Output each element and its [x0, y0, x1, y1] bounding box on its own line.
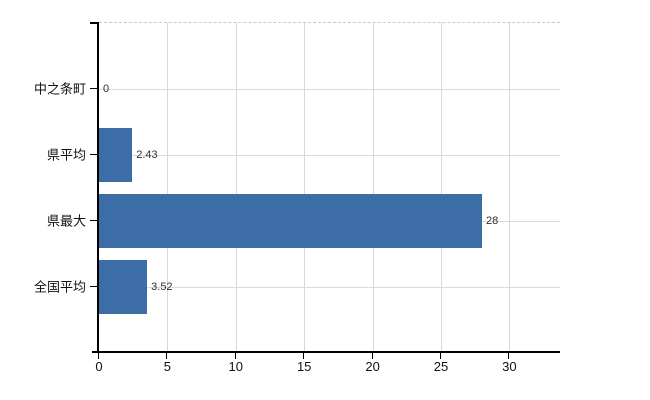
- x-axis-tick: [98, 353, 99, 359]
- x-axis-tick-label: 25: [433, 359, 449, 374]
- x-axis-tick: [439, 353, 441, 359]
- gridline-vertical-30: [509, 23, 511, 353]
- gridline-horizontal: [99, 287, 560, 288]
- bar-value-label: 28: [486, 215, 499, 227]
- x-axis-tick-label: 20: [365, 359, 380, 374]
- x-axis-tick-label: 30: [502, 359, 517, 374]
- category-label: 県平均: [46, 147, 86, 163]
- category-label: 中之条町: [33, 81, 86, 97]
- bar-value-label: 3.52: [151, 281, 173, 293]
- y-axis-tick: [90, 88, 97, 89]
- gridline-vertical-15: [304, 23, 306, 353]
- y-axis-top-cap: [90, 22, 99, 24]
- category-label: 県最大: [46, 213, 86, 229]
- x-axis-tick-label: 5: [163, 359, 172, 374]
- x-axis-tick: [166, 353, 168, 359]
- y-axis-tick: [90, 286, 97, 287]
- y-axis-tick: [90, 154, 97, 155]
- gridline-vertical-25: [440, 23, 442, 353]
- gridline-vertical-20: [372, 23, 374, 353]
- y-axis-line: [97, 22, 99, 352]
- bar: [99, 128, 133, 182]
- x-axis-tick: [371, 353, 373, 359]
- category-label: 全国平均: [33, 279, 86, 295]
- plot-area: 0 2.43 28 3.52: [99, 22, 560, 353]
- bar: [99, 194, 483, 248]
- x-axis-tick-label: 0: [95, 359, 103, 374]
- gridline-horizontal: [99, 89, 560, 90]
- gridline-vertical-5: [167, 23, 169, 353]
- bar-value-label: 0: [103, 83, 110, 95]
- y-axis-tick: [90, 220, 97, 221]
- x-axis-tick: [303, 353, 305, 359]
- gridline-vertical-10: [235, 23, 237, 353]
- x-axis-tick-label: 10: [228, 359, 244, 374]
- x-axis-tick-label: 15: [296, 359, 312, 374]
- gridline-horizontal: [99, 155, 560, 156]
- x-axis-tick: [234, 353, 236, 359]
- x-axis-tick: [508, 353, 510, 359]
- bar: [99, 260, 148, 314]
- x-axis-line: [92, 351, 560, 353]
- bar-value-label: 2.43: [136, 149, 158, 161]
